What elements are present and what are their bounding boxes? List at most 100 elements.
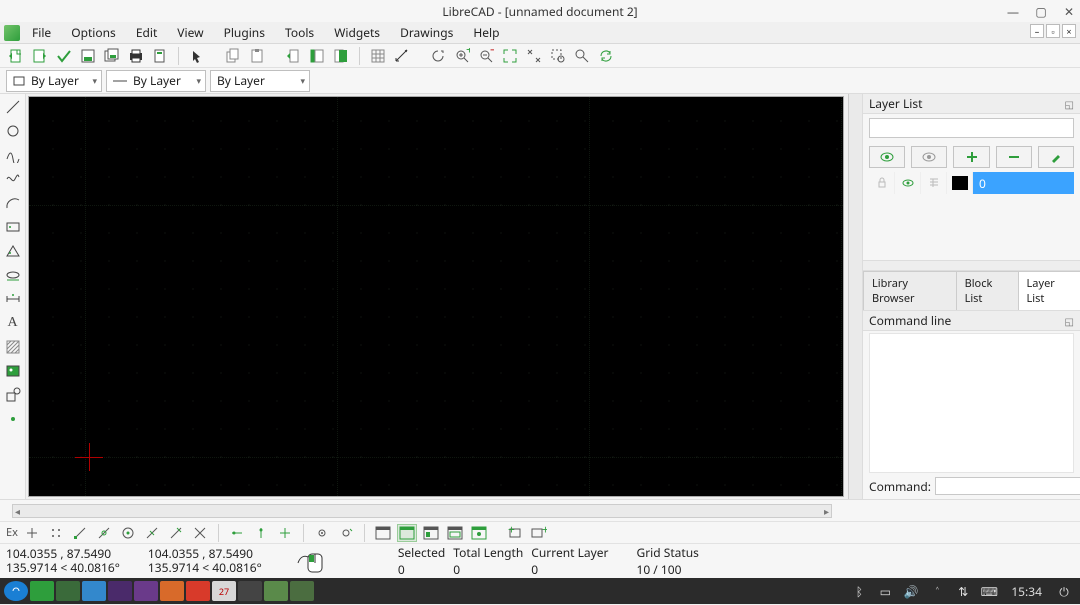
print-preview-button[interactable] [150,46,170,66]
task-item[interactable] [108,581,132,601]
viewport5-button[interactable] [469,524,489,542]
menu-edit[interactable]: Edit [128,22,165,43]
spline-tool[interactable] [3,170,23,188]
curve-tool[interactable] [3,146,23,164]
layer-hideall-button[interactable] [911,146,947,168]
lineweight-combo[interactable]: By Layer ▾ [210,70,310,92]
tab-layer-list[interactable]: Layer List [1018,271,1080,310]
task-item[interactable]: 27 [212,581,236,601]
hatch-tool[interactable] [3,338,23,356]
tray-power-icon[interactable]: ⏻ [1052,581,1076,601]
mdi-restore-button[interactable]: ▫ [1046,24,1060,38]
restrict-ortho-button[interactable] [251,524,271,542]
task-item[interactable] [264,581,288,601]
dimension-tool[interactable] [3,290,23,308]
new-file-button[interactable] [6,46,26,66]
image-tool[interactable] [3,362,23,380]
snap-end-button[interactable] [70,524,90,542]
menu-drawings[interactable]: Drawings [392,22,461,43]
task-item[interactable] [134,581,158,601]
tray-keyboard-icon[interactable]: ⌨ [977,581,1001,601]
arc-tool[interactable] [3,194,23,212]
zoom-redraw-button[interactable] [428,46,448,66]
task-item[interactable] [30,581,54,601]
snap-mid-button[interactable] [142,524,162,542]
axis-button[interactable] [392,46,412,66]
tray-expand-icon[interactable]: ˄ [925,581,949,601]
save-file-button[interactable] [54,46,74,66]
triangle-tool[interactable] [3,242,23,260]
menu-widgets[interactable]: Widgets [326,22,388,43]
snap-center-button[interactable] [118,524,138,542]
restrict-horiz-button[interactable] [275,524,295,542]
snap-free-button[interactable] [22,524,42,542]
layer-showall-button[interactable] [869,146,905,168]
snap-entity-button[interactable] [94,524,114,542]
zoom-pan-button[interactable] [572,46,592,66]
copy-button[interactable] [223,46,243,66]
paste-button[interactable] [247,46,267,66]
layer-filter-input[interactable] [869,118,1074,138]
tray-network-icon[interactable]: ⇅ [951,581,975,601]
viewport1-button[interactable] [373,524,393,542]
menu-options[interactable]: Options [63,22,124,43]
task-item[interactable] [56,581,80,601]
undo-button[interactable] [283,46,303,66]
zoom-in-button[interactable]: + [452,46,472,66]
point-tool[interactable] [3,410,23,428]
mdi-minimize-button[interactable]: – [1030,24,1044,38]
linetype-combo[interactable]: By Layer ▾ [106,70,206,92]
tab-library-browser[interactable]: Library Browser [863,271,957,310]
layer-color-combo[interactable]: By Layer ▾ [6,70,102,92]
open-file-button[interactable] [30,46,50,66]
minimize-button[interactable]: — [1006,3,1020,20]
layer-remove-button[interactable] [996,146,1032,168]
close-button[interactable]: ✕ [1062,3,1076,20]
layer-row-0[interactable]: 0 [869,172,1074,194]
grid-toggle-button[interactable] [368,46,388,66]
layer-lock-icon[interactable] [869,172,895,194]
viewport2-button[interactable] [397,524,417,542]
taskbar-clock[interactable]: 15:34 [1003,583,1050,600]
addview2-button[interactable]: + [529,524,549,542]
layer-print-icon[interactable] [921,172,947,194]
mdi-close-button[interactable]: × [1062,24,1076,38]
maximize-button[interactable]: ▢ [1034,3,1048,20]
layer-name[interactable]: 0 [973,172,1074,194]
menu-help[interactable]: Help [465,22,507,43]
menu-tools[interactable]: Tools [277,22,322,43]
snap-dist-button[interactable] [166,524,186,542]
zoom-previous-button[interactable] [524,46,544,66]
save-as-button[interactable] [78,46,98,66]
dock-icon[interactable]: ◱ [1065,97,1074,111]
snap-grid-button[interactable] [46,524,66,542]
task-item[interactable] [238,581,262,601]
block-tool[interactable] [3,386,23,404]
pointer-button[interactable] [187,46,207,66]
task-item[interactable] [290,581,314,601]
layerlist-hscroll[interactable] [863,260,1080,270]
tray-volume-icon[interactable]: 🔊 [899,581,923,601]
zoom-refresh-button[interactable] [596,46,616,66]
line-tool[interactable] [3,98,23,116]
menu-plugins[interactable]: Plugins [216,22,273,43]
text-tool[interactable]: A [3,314,23,332]
rect-tool[interactable] [3,218,23,236]
save-all-button[interactable] [102,46,122,66]
redo-button[interactable] [307,46,327,66]
layer-edit-button[interactable] [1038,146,1074,168]
task-item[interactable] [186,581,210,601]
layer-color-swatch[interactable] [947,172,973,194]
task-item[interactable] [82,581,106,601]
vertical-scrollbar[interactable] [848,94,862,499]
command-history[interactable] [869,333,1074,473]
viewport3-button[interactable] [421,524,441,542]
zoom-extents-button[interactable] [500,46,520,66]
zoom-out-button[interactable]: − [476,46,496,66]
drawing-canvas[interactable] [28,96,844,497]
dock-icon[interactable]: ◱ [1065,314,1074,328]
ellipse-tool[interactable] [3,266,23,284]
circle-tool[interactable] [3,122,23,140]
start-button[interactable] [4,581,28,601]
print-button[interactable] [126,46,146,66]
